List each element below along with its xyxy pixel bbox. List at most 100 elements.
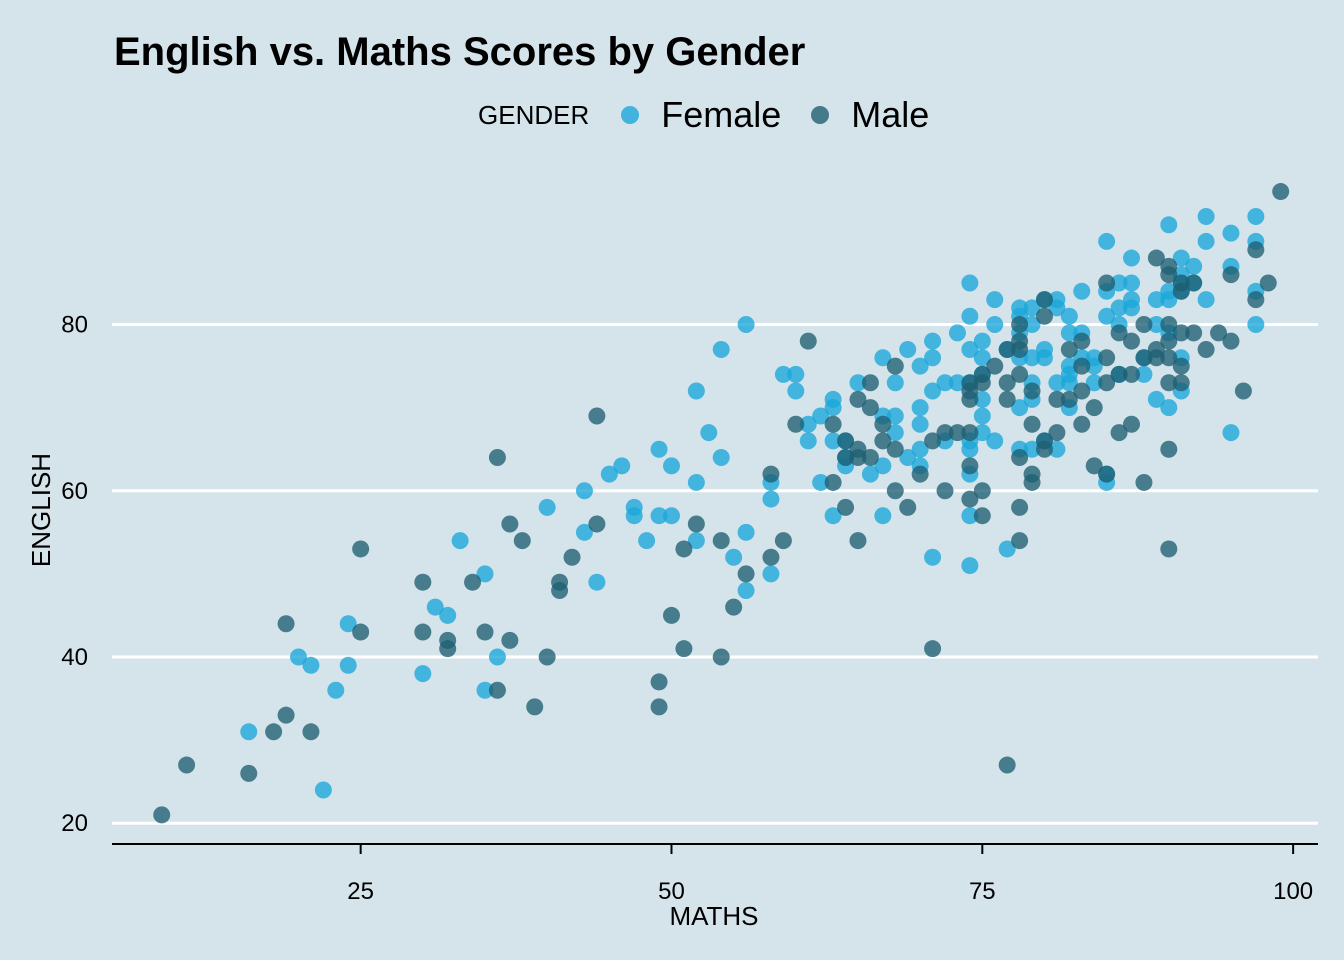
point-male [476,623,494,641]
point-male [861,399,879,417]
point-female [961,557,979,575]
point-female [687,532,705,550]
point-male [153,806,171,824]
point-female [961,507,979,525]
point-female [948,324,966,342]
point-male [538,648,556,666]
legend-label-female: Female [661,94,782,135]
point-female [824,390,842,408]
point-female [986,432,1004,450]
point-male [849,532,867,550]
point-male [352,623,370,641]
point-male [725,598,743,616]
x-axis-title: MATHS [669,901,758,931]
point-male [1172,324,1190,342]
point-female [849,374,867,392]
point-male [886,357,904,375]
point-female [600,465,618,483]
point-male [1098,349,1116,367]
point-male [861,449,879,467]
point-female [538,498,556,516]
point-male [1247,291,1265,309]
point-female [874,507,892,525]
point-female [924,332,942,350]
point-male [687,515,705,533]
point-male [1123,415,1141,433]
point-male [1098,274,1116,292]
point-female [1247,316,1265,334]
point-female [613,457,631,475]
point-female [799,432,817,450]
legend-item-female: Female [621,94,781,136]
point-female [812,407,830,425]
point-female [327,681,345,699]
point-female [712,449,730,467]
point-male [1160,257,1178,275]
point-female [662,507,680,525]
point-female [812,473,830,491]
point-male [588,515,606,533]
point-male [712,532,730,550]
point-male [1222,266,1240,284]
point-female [973,390,991,408]
point-female [1098,307,1116,325]
point-male [414,623,432,641]
point-male [1023,465,1041,483]
point-male [1160,440,1178,458]
point-male [1185,324,1203,342]
point-male [1023,382,1041,400]
point-male [762,465,780,483]
point-male [1085,457,1103,475]
point-male [488,681,506,699]
point-female [899,340,917,358]
point-male [911,465,929,483]
point-male [924,432,942,450]
point-male [998,374,1016,392]
y-tick-label-60: 60 [61,478,88,505]
point-female [787,382,805,400]
point-female [712,340,730,358]
point-male [178,756,196,774]
point-male [588,407,606,425]
point-female [861,465,879,483]
point-female [1048,374,1066,392]
point-male [1135,316,1153,334]
point-male [501,631,519,649]
point-male [774,532,792,550]
point-male [1098,465,1116,483]
point-male [302,723,320,741]
point-female [886,407,904,425]
point-female [1160,216,1178,234]
point-female [1197,232,1215,250]
point-male [1123,332,1141,350]
point-male [414,573,432,591]
point-male [650,698,668,716]
point-male [1160,540,1178,558]
legend-swatch-male [811,106,830,124]
point-female [911,440,929,458]
point-female [973,349,991,367]
grid-lines [112,323,1318,825]
legend-swatch-female [621,106,640,124]
point-female [899,449,917,467]
y-tick-label-40: 40 [61,644,88,671]
point-male [849,390,867,408]
point-female [874,457,892,475]
point-male [1185,274,1203,292]
point-female [1147,390,1165,408]
point-male [1160,316,1178,334]
point-male [924,640,942,658]
point-male [513,532,531,550]
point-female [1023,349,1041,367]
point-female [961,274,979,292]
point-male [961,490,979,508]
point-male [1011,365,1029,383]
point-male [650,673,668,691]
point-male [1073,332,1091,350]
point-female [799,415,817,433]
point-female [451,532,469,550]
point-female [439,606,457,624]
point-male [1197,340,1215,358]
point-male [973,365,991,383]
point-female [314,781,332,799]
